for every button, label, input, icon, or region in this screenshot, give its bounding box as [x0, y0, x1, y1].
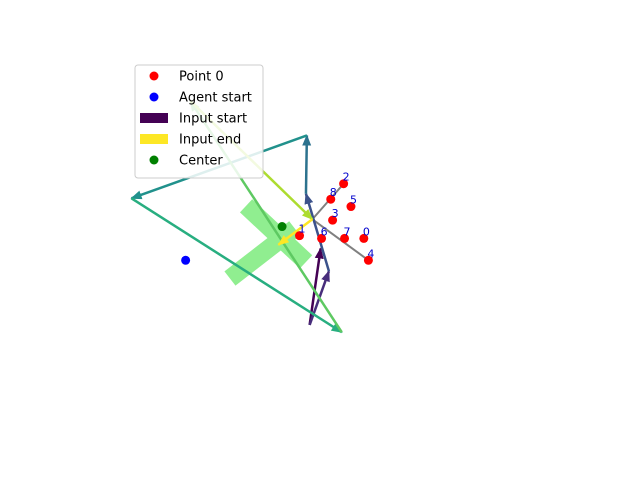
legend-swatch-point-0 — [149, 71, 159, 81]
point-marker-7 — [340, 233, 350, 243]
legend-swatch-agent-start — [149, 92, 159, 102]
legend-swatch-center — [149, 155, 159, 165]
legend-frame — [134, 64, 264, 179]
markers: 0 1 2 3 4 5 6 7 8 — [181, 171, 374, 265]
point-label-8: 8 — [330, 186, 337, 199]
point-label-1: 1 — [299, 223, 306, 236]
arrow-segment-8 — [277, 218, 314, 246]
legend-swatch-input-start — [140, 113, 168, 123]
legend-label-agent-start: Agent start — [179, 91, 252, 106]
legend-label-point-0: Point 0 — [179, 70, 224, 85]
legend-swatch-input-end — [140, 134, 168, 144]
agent-start-marker — [181, 255, 191, 265]
point-marker-6 — [317, 233, 327, 243]
legend-label-input-end: Input end — [179, 133, 241, 148]
arrow-segment-3 — [302, 134, 312, 194]
center-marker — [277, 222, 287, 232]
point-marker-2 — [339, 179, 349, 189]
point-marker-8 — [326, 194, 336, 204]
arrow-segment-2 — [304, 192, 331, 272]
point-marker-4 — [363, 255, 373, 265]
arrow-segment-5 — [130, 197, 343, 334]
legend: Point 0 Agent start Input start Input end Ce… — [134, 64, 264, 179]
point-label-6: 6 — [321, 225, 328, 238]
point-marker-0 — [359, 233, 369, 243]
point-label-0: 0 — [363, 225, 370, 238]
point-label-5: 5 — [350, 194, 357, 207]
point-label-7: 7 — [344, 225, 351, 238]
point-marker-5 — [346, 202, 356, 212]
point-label-3: 3 — [332, 207, 339, 220]
legend-label-center: Center — [179, 154, 223, 169]
legend-label-input-start: Input start — [179, 112, 247, 127]
point-label-2: 2 — [343, 171, 350, 184]
point-marker-3 — [328, 215, 338, 225]
point-label-4: 4 — [367, 247, 374, 260]
point-marker-1 — [295, 231, 305, 241]
